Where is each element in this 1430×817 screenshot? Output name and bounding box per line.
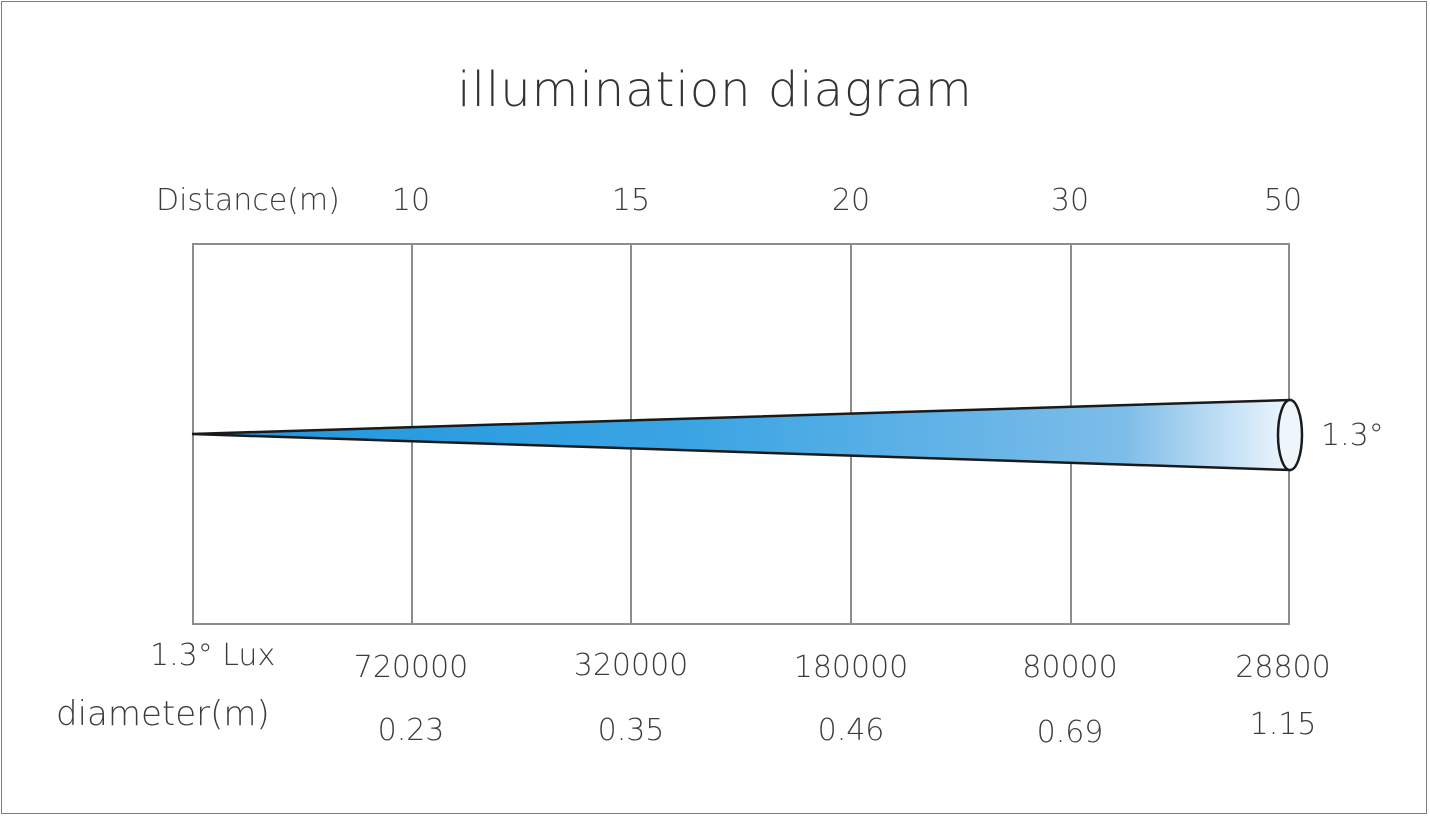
distance-value: 50: [1263, 183, 1303, 218]
lux-value: 720000: [353, 650, 469, 685]
lux-value: 28800: [1235, 650, 1331, 685]
distance-value: 30: [1050, 183, 1090, 218]
diameter-value: 0.69: [1036, 715, 1104, 750]
distance-value: 20: [831, 183, 871, 218]
diameter-label: diameter(m): [56, 694, 270, 734]
diagram-title: illumination diagram: [457, 62, 973, 118]
lux-value: 320000: [573, 648, 689, 683]
beam-shape: [191, 398, 1292, 472]
distance-value: 10: [391, 183, 431, 218]
beam-end-ellipse: [1276, 398, 1304, 472]
diameter-value: 0.35: [597, 713, 665, 748]
distance-label: Distance(m): [156, 183, 340, 218]
distance-value: 15: [611, 183, 651, 218]
beam-angle-label: 1.3°: [1321, 418, 1384, 453]
lux-label: 1.3° Lux: [150, 638, 276, 673]
lux-value: 180000: [793, 650, 909, 685]
diameter-value: 0.23: [377, 713, 445, 748]
diameter-value: 1.15: [1249, 707, 1317, 742]
lux-value: 80000: [1022, 650, 1118, 685]
diameter-value: 0.46: [817, 713, 885, 748]
